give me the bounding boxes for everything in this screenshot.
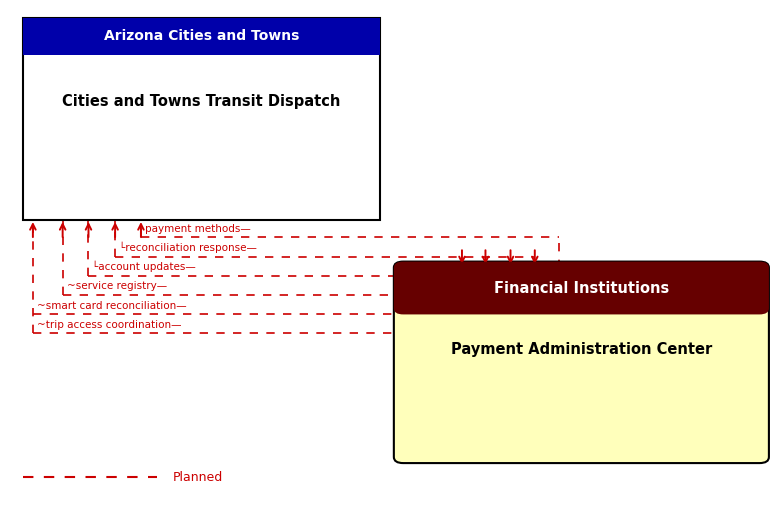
FancyBboxPatch shape [394, 262, 769, 315]
Text: Arizona Cities and Towns: Arizona Cities and Towns [104, 29, 299, 43]
Text: └account updates—: └account updates— [92, 261, 197, 272]
FancyBboxPatch shape [394, 262, 769, 463]
Text: ~trip access coordination—: ~trip access coordination— [37, 320, 182, 330]
Text: ~service registry—: ~service registry— [67, 281, 167, 291]
Text: └reconciliation response—: └reconciliation response— [119, 241, 257, 253]
Bar [23, 18, 380, 55]
Text: payment methods—: payment methods— [145, 224, 251, 234]
Bar [403, 288, 760, 309]
Text: Cities and Towns Transit Dispatch: Cities and Towns Transit Dispatch [63, 93, 341, 109]
Text: Payment Administration Center: Payment Administration Center [451, 342, 712, 358]
Text: Planned: Planned [172, 471, 222, 484]
Text: Financial Institutions: Financial Institutions [494, 280, 669, 295]
Bar [23, 18, 380, 220]
Text: ~smart card reconciliation—: ~smart card reconciliation— [37, 300, 186, 311]
